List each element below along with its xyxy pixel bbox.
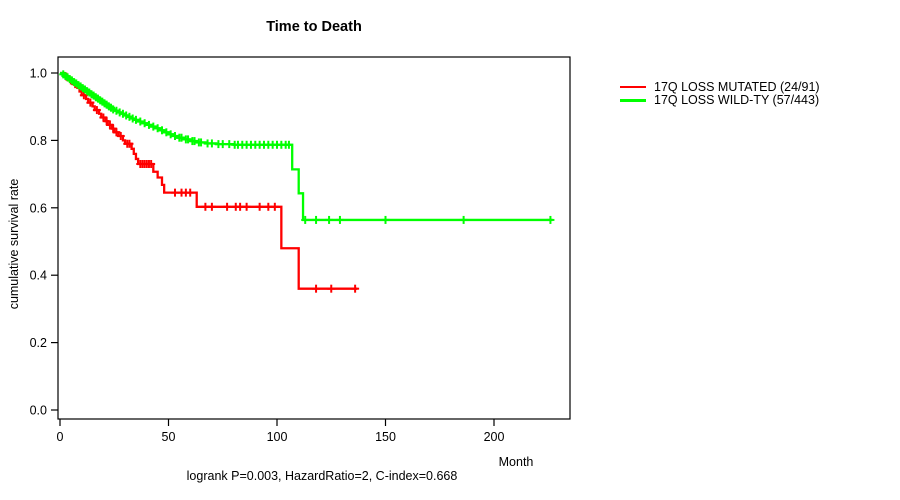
x-tick-label: 0 — [57, 430, 64, 444]
y-tick-label: 0.0 — [30, 404, 47, 418]
y-tick-label: 0.2 — [30, 336, 47, 350]
x-tick-label: 200 — [484, 430, 505, 444]
legend-line-red-icon — [620, 85, 646, 88]
x-axis-label: Month — [498, 455, 534, 469]
y-tick-label: 0.6 — [30, 201, 47, 215]
legend: 17Q LOSS MUTATED (24/91) 17Q LOSS WILD-T… — [620, 80, 820, 107]
stats-caption: logrank P=0.003, HazardRatio=2, C-index=… — [186, 469, 458, 483]
chart-title: Time to Death — [266, 19, 362, 35]
x-tick-label: 100 — [267, 430, 288, 444]
x-tick-label: 150 — [375, 430, 396, 444]
legend-label-wildtype: 17Q LOSS WILD-TY (57/443) — [654, 93, 820, 108]
legend-label-mutated: 17Q LOSS MUTATED (24/91) — [654, 79, 820, 94]
legend-item-mutated: 17Q LOSS MUTATED (24/91) — [620, 80, 820, 94]
y-tick-label: 0.4 — [30, 269, 47, 283]
x-tick-label: 50 — [162, 430, 176, 444]
y-tick-label: 0.8 — [30, 134, 47, 148]
y-tick-label: 1.0 — [30, 67, 47, 81]
legend-item-wildtype: 17Q LOSS WILD-TY (57/443) — [620, 93, 820, 108]
survival-curve-wildtype — [60, 71, 553, 222]
plot-frame — [57, 56, 571, 420]
legend-line-green-icon — [620, 99, 646, 102]
